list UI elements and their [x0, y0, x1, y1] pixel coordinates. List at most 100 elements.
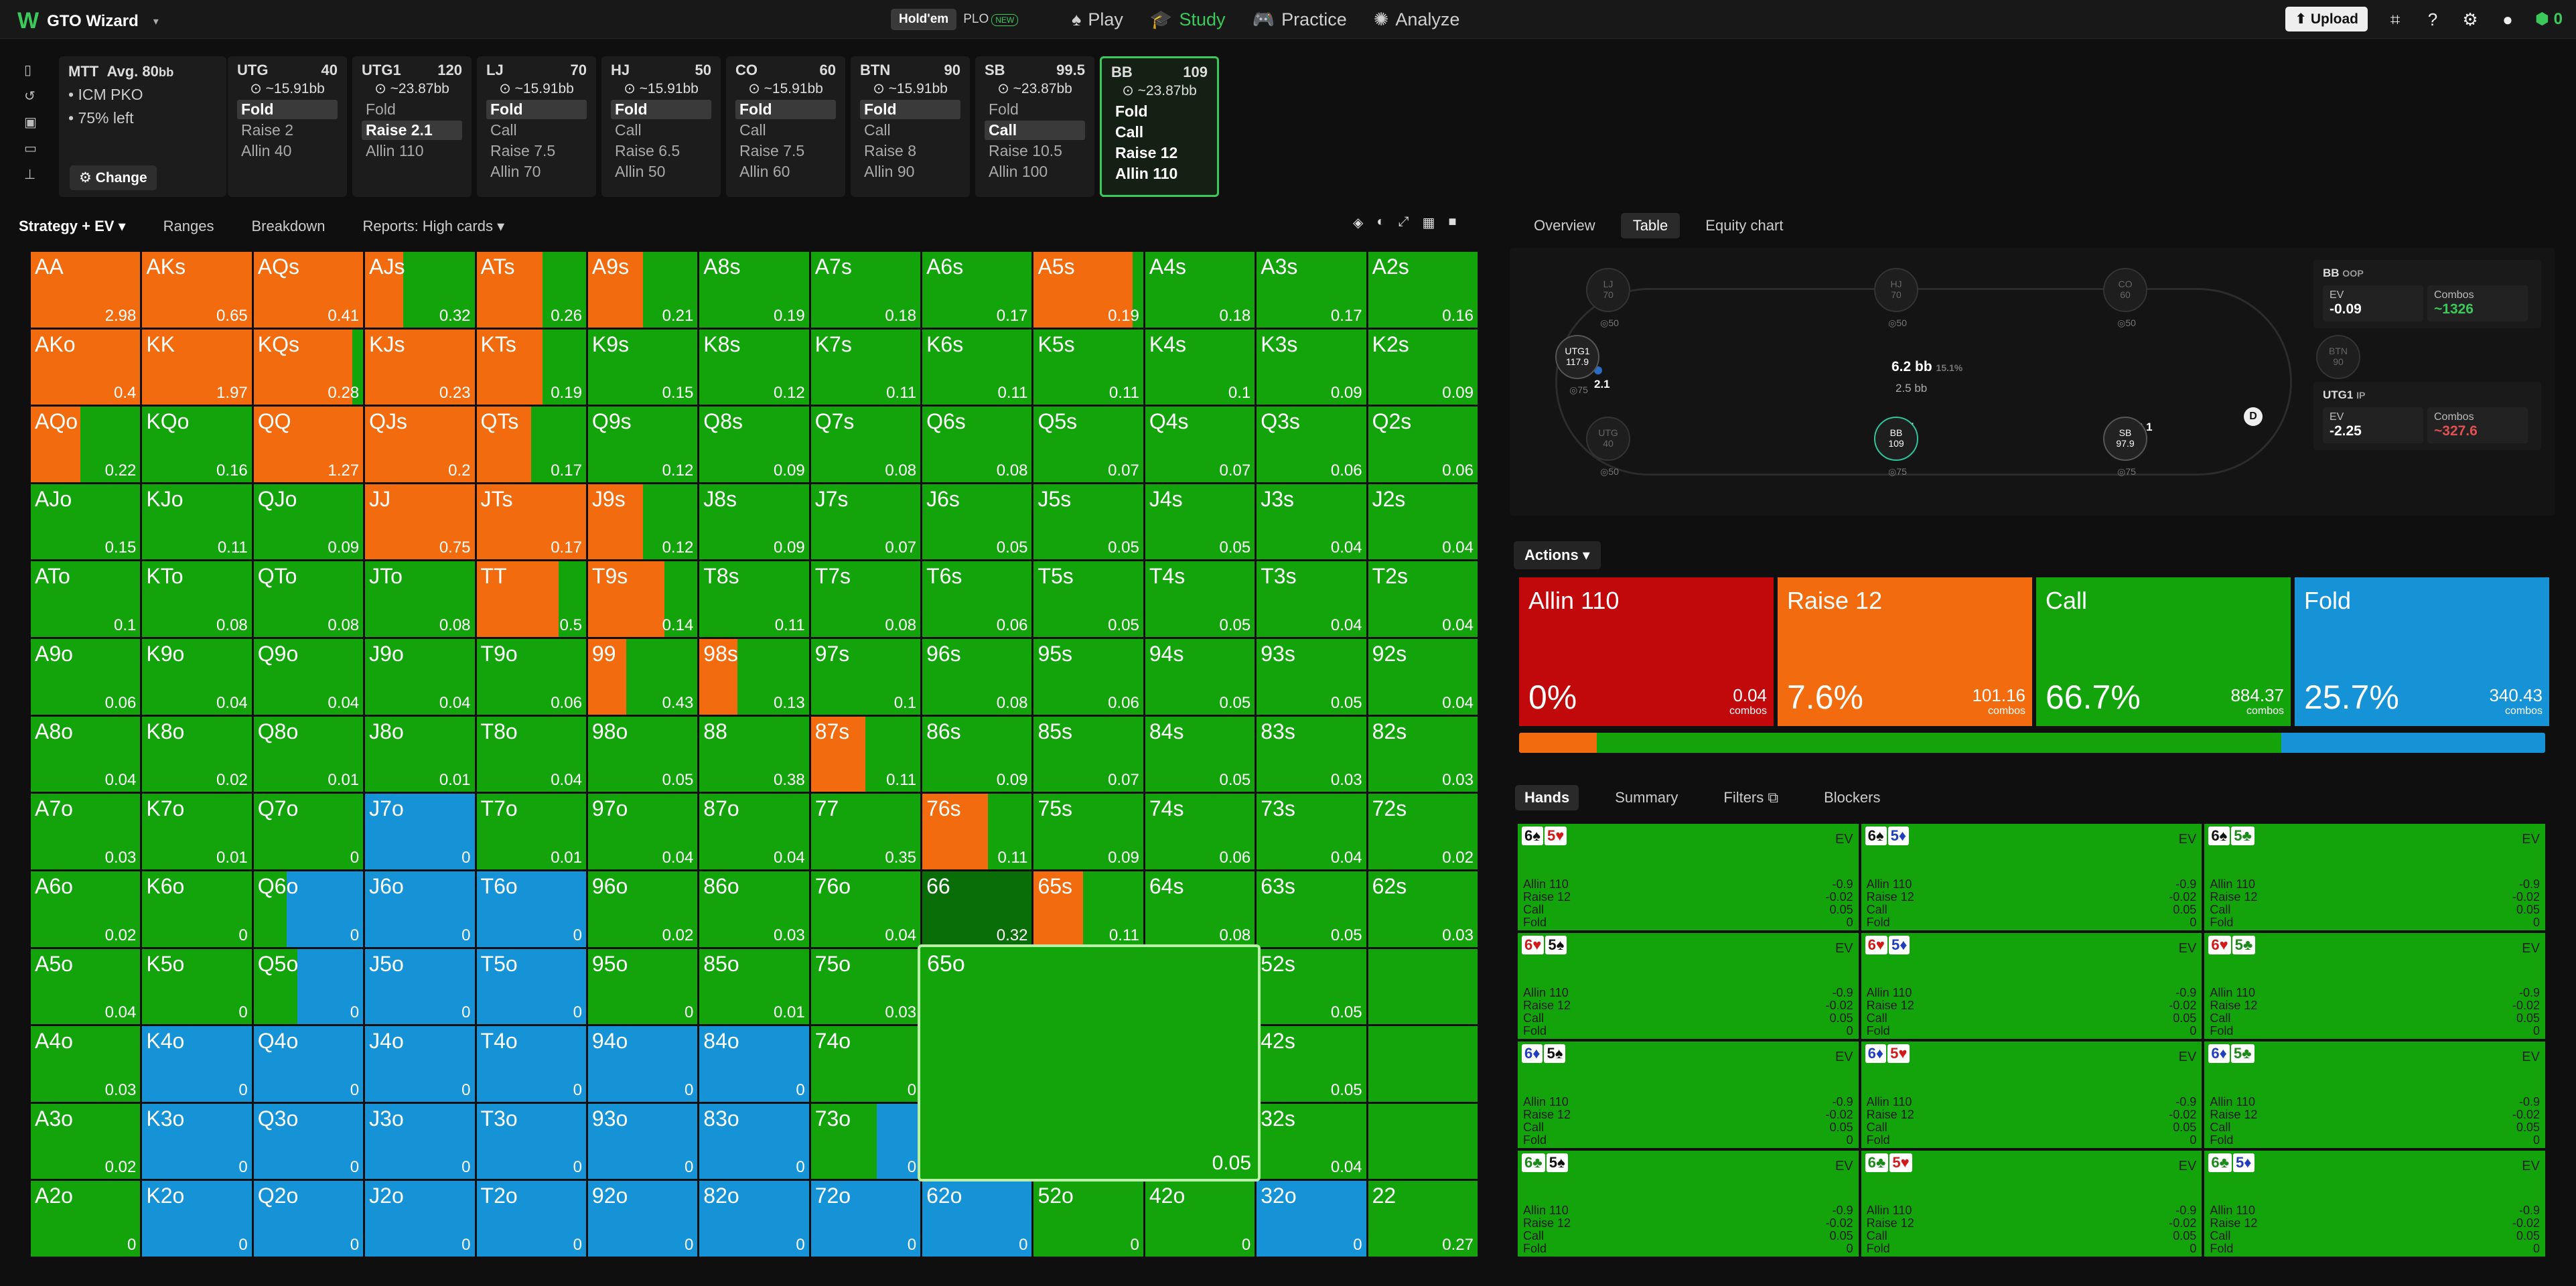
range-cell[interactable]: A9s 0.21 [587, 252, 698, 328]
range-cell[interactable]: A4s 0.18 [1145, 252, 1255, 328]
range-cell[interactable]: KK 1.97 [142, 329, 252, 405]
position-action[interactable]: Allin 70 [490, 163, 541, 180]
range-cell[interactable]: JJ 0.75 [365, 484, 475, 560]
position-action[interactable]: Raise 8 [864, 142, 916, 159]
position-action[interactable]: Fold [989, 100, 1019, 118]
range-cell[interactable]: 95o 0 [587, 948, 698, 1025]
range-cell[interactable]: K9s 0.15 [587, 329, 698, 405]
range-cell[interactable]: A7s 0.18 [810, 252, 921, 328]
bookmark-icon[interactable]: ▯ [24, 63, 32, 78]
range-cell[interactable]: K5s 0.11 [1033, 329, 1143, 405]
action-box-allin-110[interactable]: Allin 110 0% 0.04 combos [1519, 577, 1774, 726]
range-cell[interactable]: J4o 0 [365, 1026, 475, 1102]
seat-lj[interactable]: LJ 70 ◎50 [1586, 268, 1630, 328]
actions-dropdown[interactable]: Actions ▾ [1514, 541, 1601, 569]
range-cell[interactable]: 72o 0 [810, 1181, 921, 1257]
range-cell[interactable]: 92o 0 [587, 1181, 698, 1257]
tab-breakdown[interactable]: Breakdown [251, 218, 326, 234]
hand-combo-cell[interactable]: 6♣ 5♦ EV Allin 110 -0.9 Raise 12 -0.02 Call 0.05… [2204, 1150, 2545, 1257]
range-cell[interactable]: 66 0.32 [922, 871, 1032, 947]
range-cell[interactable]: Q4o 0 [253, 1026, 364, 1102]
seat-utg[interactable]: UTG 40 ◎50 [1586, 417, 1630, 477]
range-cell[interactable]: T8o 0.04 [476, 716, 586, 792]
seat-hj[interactable]: HJ 70 ◎50 [1874, 268, 1918, 328]
range-cell[interactable]: Q7o 0 [253, 794, 364, 869]
position-action[interactable]: Call [739, 121, 766, 139]
range-cell[interactable]: J2s 0.04 [1368, 484, 1478, 560]
range-cell[interactable]: 22 0.27 [1368, 1181, 1478, 1257]
range-cell[interactable]: QQ 1.27 [253, 407, 364, 482]
range-cell[interactable]: A7o 0.03 [31, 794, 141, 869]
range-cell[interactable]: 83s 0.03 [1257, 716, 1366, 792]
position-action[interactable]: Fold [1115, 102, 1148, 120]
car-icon[interactable]: ▭ [24, 141, 37, 156]
range-cell[interactable]: 96o 0.02 [587, 871, 698, 947]
position-co[interactable]: CO 60 ⊙ ~15.91bb Fold Call Raise 7.5 Allin 60 [726, 56, 845, 197]
range-cell[interactable]: Q9s 0.12 [587, 407, 698, 482]
app-logo[interactable]: W GTO Wizard ▾ [17, 8, 159, 34]
square-icon[interactable]: ■ [1448, 214, 1457, 229]
range-cell[interactable]: 98o 0.05 [587, 716, 698, 792]
tab-hands[interactable]: Hands [1515, 785, 1579, 810]
range-cell[interactable]: K3s 0.09 [1257, 329, 1366, 405]
position-action[interactable]: Raise 12 [1115, 144, 1178, 161]
contrast-icon[interactable]: ◐ [1376, 214, 1385, 229]
range-cell[interactable]: J9s 0.12 [587, 484, 698, 560]
range-cell[interactable]: 85o 0.01 [699, 948, 809, 1025]
hand-combo-cell[interactable]: 6♦ 5♣ EV Allin 110 -0.9 Raise 12 -0.02 Call 0.05… [2204, 1042, 2545, 1148]
range-cell[interactable]: A5o 0.04 [31, 948, 141, 1025]
range-cell[interactable]: Q7s 0.08 [810, 407, 921, 482]
position-action[interactable]: Allin 110 [1115, 165, 1178, 182]
range-cell[interactable]: A6o 0.02 [31, 871, 141, 947]
range-cell[interactable]: KJo 0.11 [142, 484, 252, 560]
tab-reports[interactable]: Reports: High cards ▾ [362, 218, 505, 234]
range-cell[interactable]: 42o 0 [1145, 1181, 1255, 1257]
range-cell[interactable]: 93s 0.05 [1257, 639, 1366, 715]
history-icon[interactable]: ↺ [24, 89, 35, 104]
position-action[interactable]: Raise 6.5 [615, 142, 681, 159]
position-action[interactable]: Fold [860, 100, 960, 119]
nav-analyze[interactable]: ✺ Analyze [1374, 9, 1460, 30]
range-cell[interactable]: K4s 0.1 [1145, 329, 1255, 405]
range-cell[interactable]: AKs 0.65 [142, 252, 252, 328]
tab-strategy-ev[interactable]: Strategy + EV ▾ [19, 218, 126, 234]
range-cell[interactable]: 87s 0.11 [810, 716, 921, 792]
hand-combo-cell[interactable]: 6♠ 5♣ EV Allin 110 -0.9 Raise 12 -0.02 Call 0.05… [2204, 824, 2545, 930]
position-utg1[interactable]: UTG1 120 ⊙ ~23.87bb Fold Raise 2.1 Allin 110 [352, 56, 472, 197]
position-action[interactable]: Raise 7.5 [490, 142, 556, 159]
range-cell[interactable]: KQs 0.28 [253, 329, 364, 405]
position-action[interactable]: Call [1115, 123, 1144, 141]
range-cell[interactable]: K4o 0 [142, 1026, 252, 1102]
range-cell[interactable]: 76o 0.04 [810, 871, 921, 947]
range-cell[interactable]: A8o 0.04 [31, 716, 141, 792]
nav-practice[interactable]: 🎮 Practice [1253, 9, 1347, 30]
range-cell[interactable]: T7s 0.08 [810, 561, 921, 638]
range-cell[interactable]: Q2s 0.06 [1368, 407, 1478, 482]
range-cell[interactable]: AA 2.98 [31, 252, 141, 328]
position-action[interactable]: Raise 2 [241, 121, 293, 139]
position-action[interactable]: Call [615, 121, 642, 139]
range-cell[interactable]: 86s 0.09 [922, 716, 1032, 792]
coin-balance[interactable]: ⬢ 0 [2535, 10, 2563, 28]
plo-toggle[interactable]: PLO NEW [963, 12, 1019, 27]
range-cell[interactable]: Q3o 0 [253, 1103, 364, 1180]
tab-table[interactable]: Table [1620, 213, 1680, 238]
range-cell[interactable]: K5o 0 [142, 948, 252, 1025]
range-cell[interactable]: 75o 0.03 [810, 948, 921, 1025]
range-cell[interactable]: T2o 0 [476, 1181, 586, 1257]
position-btn[interactable]: BTN 90 ⊙ ~15.91bb Fold Call Raise 8 Allin 90 [851, 56, 970, 197]
range-cell[interactable]: J7o 0 [365, 794, 475, 869]
range-cell[interactable]: 75s 0.09 [1033, 794, 1143, 869]
range-cell[interactable]: K8s 0.12 [699, 329, 809, 405]
range-cell[interactable]: TT 0.5 [476, 561, 586, 638]
scan-icon[interactable]: ⌗ [2390, 9, 2401, 29]
range-cell[interactable]: JTs 0.17 [476, 484, 586, 560]
range-cell[interactable]: K8o 0.02 [142, 716, 252, 792]
range-cell[interactable]: K2o 0 [142, 1181, 252, 1257]
range-cell[interactable]: Q4s 0.07 [1145, 407, 1255, 482]
range-cell[interactable]: A3o 0.02 [31, 1103, 141, 1180]
range-cell[interactable]: Q2o 0 [253, 1181, 364, 1257]
range-cell[interactable]: T4o 0 [476, 1026, 586, 1102]
range-cell[interactable]: 32o 0 [1257, 1181, 1366, 1257]
